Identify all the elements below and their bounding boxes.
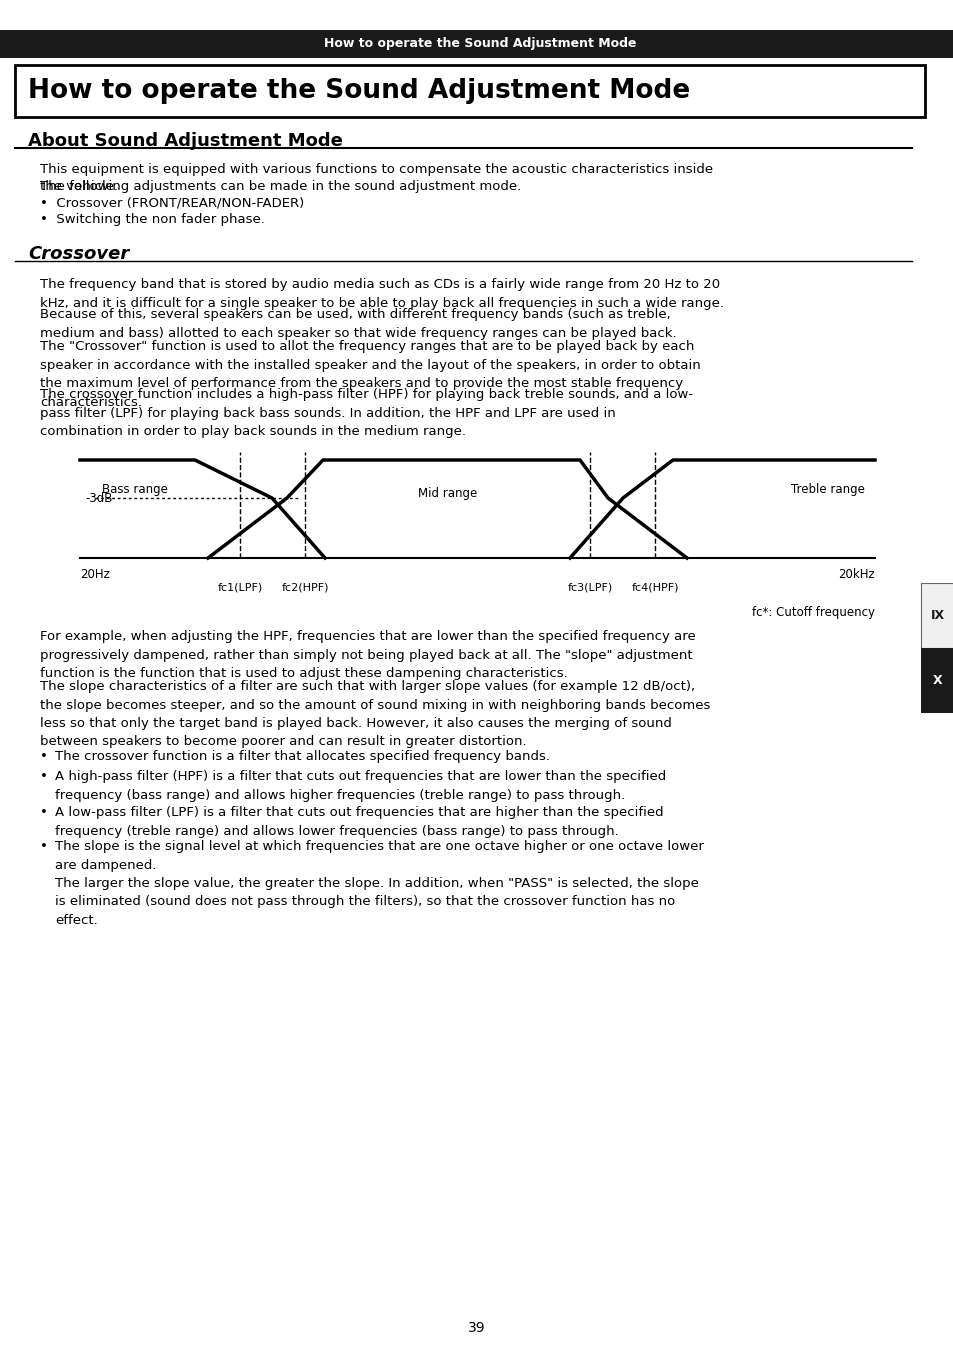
Text: •: • — [40, 840, 48, 853]
Text: This equipment is equipped with various functions to compensate the acoustic cha: This equipment is equipped with various … — [40, 164, 713, 176]
Text: How to operate the Sound Adjustment Mode: How to operate the Sound Adjustment Mode — [323, 38, 636, 50]
Text: •: • — [40, 806, 48, 819]
Bar — [15, 65, 924, 118]
Text: The "Crossover" function is used to allot the frequency ranges that are to be pl: The "Crossover" function is used to allo… — [40, 339, 700, 408]
Text: fc1(LPF): fc1(LPF) — [217, 581, 262, 592]
Text: The frequency band that is stored by audio media such as CDs is a fairly wide ra: The frequency band that is stored by aud… — [40, 279, 723, 310]
Text: Because of this, several speakers can be used, with different frequency bands (s: Because of this, several speakers can be… — [40, 308, 676, 339]
Text: •  Crossover (FRONT/REAR/NON-FADER): • Crossover (FRONT/REAR/NON-FADER) — [40, 197, 304, 210]
Text: fc3(LPF): fc3(LPF) — [567, 581, 612, 592]
Text: The slope characteristics of a filter are such that with larger slope values (fo: The slope characteristics of a filter ar… — [40, 680, 710, 749]
Text: •: • — [40, 771, 48, 783]
Text: X: X — [932, 675, 942, 687]
Text: the vehicle.: the vehicle. — [40, 180, 118, 193]
Text: The crossover function includes a high-pass filter (HPF) for playing back treble: The crossover function includes a high-p… — [40, 388, 693, 438]
Text: •  Switching the non fader phase.: • Switching the non fader phase. — [40, 214, 265, 226]
Text: The crossover function is a filter that allocates specified frequency bands.: The crossover function is a filter that … — [55, 750, 550, 763]
Text: fc2(HPF): fc2(HPF) — [281, 581, 329, 592]
Text: fc4(HPF): fc4(HPF) — [631, 581, 678, 592]
Text: Mid range: Mid range — [417, 487, 476, 499]
Bar — [0, 30, 953, 58]
Text: A high-pass filter (HPF) is a filter that cuts out frequencies that are lower th: A high-pass filter (HPF) is a filter tha… — [55, 771, 665, 802]
Text: IX: IX — [929, 608, 943, 622]
Text: The following adjustments can be made in the sound adjustment mode.: The following adjustments can be made in… — [40, 180, 520, 193]
Text: fc*: Cutoff frequency: fc*: Cutoff frequency — [751, 606, 874, 619]
Text: About Sound Adjustment Mode: About Sound Adjustment Mode — [28, 132, 342, 150]
Text: -3dB: -3dB — [85, 492, 112, 504]
Text: For example, when adjusting the HPF, frequencies that are lower than the specifi: For example, when adjusting the HPF, fre… — [40, 630, 695, 680]
Text: Bass range: Bass range — [102, 484, 168, 496]
Text: How to operate the Sound Adjustment Mode: How to operate the Sound Adjustment Mode — [28, 78, 690, 104]
Bar — [920, 583, 953, 648]
Text: Crossover: Crossover — [28, 245, 129, 264]
Text: 20Hz: 20Hz — [80, 568, 110, 581]
Text: Treble range: Treble range — [790, 484, 864, 496]
Text: 39: 39 — [468, 1321, 485, 1334]
Text: •: • — [40, 750, 48, 763]
Text: The slope is the signal level at which frequencies that are one octave higher or: The slope is the signal level at which f… — [55, 840, 703, 927]
Bar — [920, 648, 953, 713]
Text: 20kHz: 20kHz — [838, 568, 874, 581]
Text: A low-pass filter (LPF) is a filter that cuts out frequencies that are higher th: A low-pass filter (LPF) is a filter that… — [55, 806, 663, 837]
